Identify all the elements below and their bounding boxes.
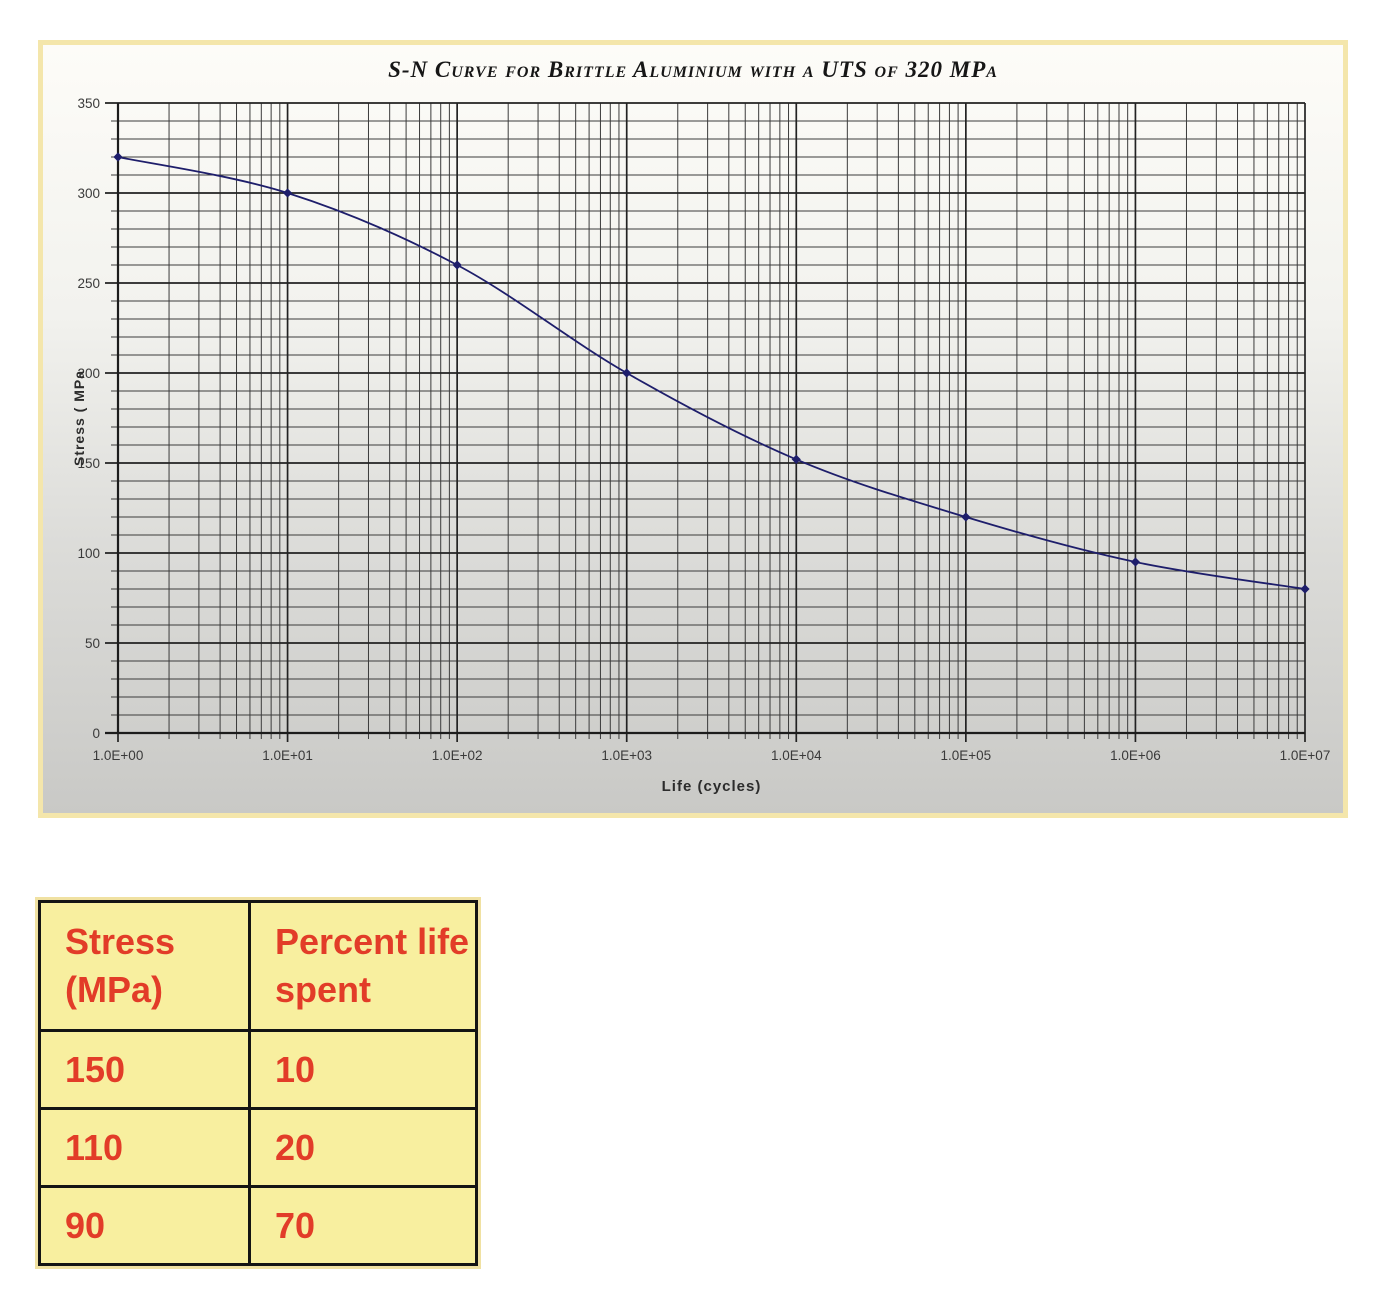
table-header-stress: Stress (MPa) — [38, 900, 251, 1032]
table-cell-percent: 20 — [248, 1107, 478, 1188]
data-point-marker — [791, 454, 801, 464]
data-point-marker — [452, 260, 462, 270]
y-axis-title: Stress ( MPa — [71, 369, 87, 467]
y-tick-label: 100 — [77, 546, 100, 561]
x-tick-label: 1.0E+06 — [1110, 748, 1161, 763]
table-cell-percent: 10 — [248, 1029, 478, 1110]
x-axis-title: Life (cycles) — [661, 778, 762, 795]
data-point-marker — [622, 368, 632, 378]
y-tick-label: 200 — [77, 366, 100, 381]
x-tick-label: 1.0E+01 — [262, 748, 313, 763]
sn-curve-plot: 1.0E+00 1.0E+01 1.0E+02 1.0E+03 1.0E+04 1.0E+… — [77, 96, 1331, 763]
table-header-row: Stress (MPa) Percent life spent — [38, 900, 478, 1032]
x-tick-label: 1.0E+05 — [941, 748, 992, 763]
sn-curve-line — [117, 156, 1306, 590]
table-row: 110 20 — [38, 1107, 478, 1188]
table-cell-stress: 150 — [38, 1029, 251, 1110]
x-tick-label: 1.0E+07 — [1280, 748, 1331, 763]
table-header-percent: Percent life spent — [248, 900, 478, 1032]
x-tick-label: 1.0E+03 — [601, 748, 652, 763]
data-point-marker — [113, 152, 123, 162]
table-row: 150 10 — [38, 1029, 478, 1110]
stress-life-table: Stress (MPa) Percent life spent 150 10 1… — [35, 897, 481, 1269]
y-tick-label: 350 — [77, 96, 100, 111]
data-point-marker — [1130, 557, 1141, 567]
chart-title: S-N Curve for Brittle Aluminium with a U… — [388, 57, 998, 82]
table-cell-percent: 70 — [248, 1185, 478, 1266]
x-tick-label: 1.0E+02 — [432, 748, 483, 763]
table-row: 90 70 — [38, 1185, 478, 1266]
y-tick-label: 50 — [85, 636, 100, 651]
table-cell-stress: 90 — [38, 1185, 251, 1266]
sn-curve-chart-panel: S-N Curve for Brittle Aluminium with a U… — [38, 40, 1348, 818]
y-tick-label: 300 — [77, 186, 100, 201]
y-tick-label: 150 — [77, 456, 100, 471]
data-point-marker — [282, 188, 293, 198]
x-tick-label: 1.0E+00 — [93, 748, 144, 763]
data-point-marker — [1300, 584, 1310, 594]
data-point-marker — [961, 512, 971, 522]
table-cell-stress: 110 — [38, 1107, 251, 1188]
y-tick-label: 250 — [77, 276, 100, 291]
x-tick-label: 1.0E+04 — [771, 748, 822, 763]
y-tick-label: 0 — [92, 726, 100, 741]
